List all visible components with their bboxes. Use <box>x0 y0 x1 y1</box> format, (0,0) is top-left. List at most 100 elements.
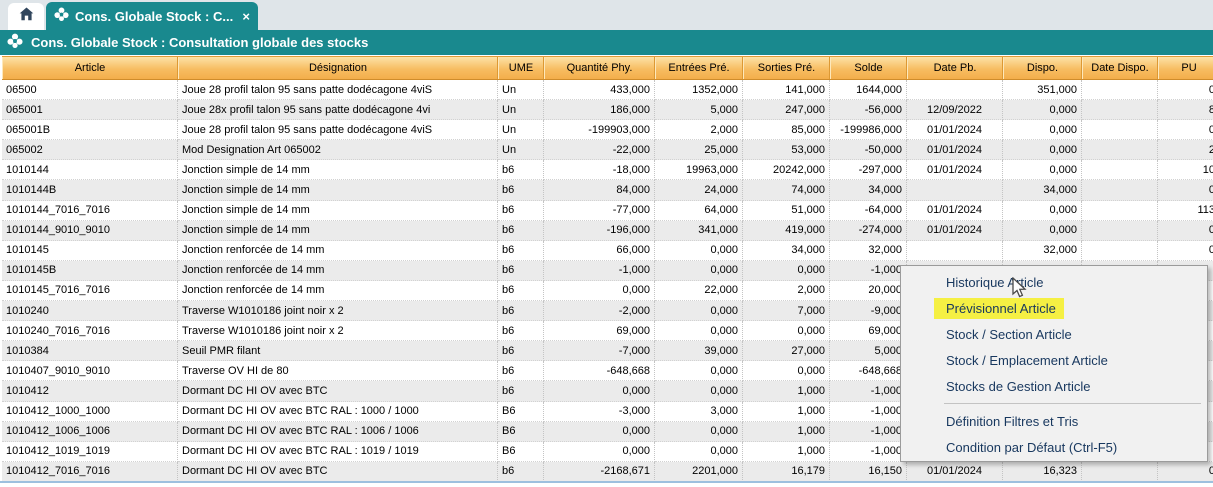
table-cell: 1010145B <box>2 261 178 281</box>
table-row[interactable]: 1010144BJonction simple de 14 mmb684,000… <box>2 180 1213 200</box>
table-cell: 1,000 <box>743 422 830 442</box>
menu-item[interactable]: Condition par Défaut (Ctrl-F5) <box>901 434 1207 460</box>
table-cell: B6 <box>498 442 544 462</box>
table-cell: 0 <box>1158 120 1213 140</box>
table-cell: 69,000 <box>544 321 655 341</box>
table-cell: 85,000 <box>743 120 830 140</box>
table-cell: Jonction renforcée de 14 mm <box>178 281 498 301</box>
table-cell: 247,000 <box>743 100 830 120</box>
table-cell: Jonction simple de 14 mm <box>178 201 498 221</box>
table-row[interactable]: 1010145Jonction renforcée de 14 mmb666,0… <box>2 241 1213 261</box>
table-cell: Jonction simple de 14 mm <box>178 221 498 241</box>
menu-item-label: Historique Article <box>946 275 1044 290</box>
stock-flower-icon <box>54 7 69 25</box>
table-row[interactable]: 1010412_7016_7016Dormant DC HI OV avec B… <box>2 462 1213 482</box>
table-cell: 1010144_7016_7016 <box>2 201 178 221</box>
table-cell: 5,000 <box>655 100 743 120</box>
table-cell: 0,000 <box>655 381 743 401</box>
table-cell: 0,000 <box>544 281 655 301</box>
menu-item-label: Condition par Défaut (Ctrl-F5) <box>946 440 1117 455</box>
table-cell: 0,000 <box>655 361 743 381</box>
table-cell: -64,000 <box>830 201 907 221</box>
table-cell: 32,000 <box>1003 241 1082 261</box>
table-row[interactable]: 06500Joue 28 profil talon 95 sans patte … <box>2 80 1213 100</box>
table-cell: 69,000 <box>830 321 907 341</box>
tab-close-icon[interactable]: × <box>242 9 250 24</box>
table-cell: 01/01/2024 <box>907 120 1003 140</box>
menu-item[interactable]: Stock / Section Article <box>901 321 1207 347</box>
column-header[interactable]: Date Dispo. <box>1082 57 1158 79</box>
table-cell: Traverse OV HI de 80 <box>178 361 498 381</box>
column-header[interactable]: Solde <box>830 57 907 79</box>
table-cell: -9,000 <box>830 301 907 321</box>
table-cell: Dormant DC HI OV avec BTC RAL : 1006 / 1… <box>178 422 498 442</box>
column-header[interactable]: Désignation <box>178 57 498 79</box>
table-cell: 7,000 <box>743 301 830 321</box>
table-cell: 34,000 <box>1003 180 1082 200</box>
table-cell: 1010240 <box>2 301 178 321</box>
column-header[interactable]: PU <box>1158 57 1213 79</box>
table-row[interactable]: 1010144Jonction simple de 14 mmb6-18,000… <box>2 160 1213 180</box>
tab-bar: Cons. Globale Stock : C... × <box>0 0 1213 30</box>
table-row[interactable]: 065001BJoue 28 profil talon 95 sans patt… <box>2 120 1213 140</box>
menu-item[interactable]: Stock / Emplacement Article <box>901 347 1207 373</box>
table-cell: Joue 28x profil talon 95 sans patte dodé… <box>178 100 498 120</box>
table-cell: 16,179 <box>743 462 830 482</box>
table-row[interactable]: 065001Joue 28x profil talon 95 sans patt… <box>2 100 1213 120</box>
table-cell: Dormant DC HI OV avec BTC RAL : 1019 / 1… <box>178 442 498 462</box>
table-cell: b6 <box>498 281 544 301</box>
table-cell: Traverse W1010186 joint noir x 2 <box>178 321 498 341</box>
menu-item[interactable]: Stocks de Gestion Article <box>901 373 1207 399</box>
table-cell: B6 <box>498 422 544 442</box>
table-cell: -274,000 <box>830 221 907 241</box>
table-cell: Un <box>498 120 544 140</box>
table-cell: 1010145_7016_7016 <box>2 281 178 301</box>
menu-item[interactable]: Définition Filtres et Tris <box>901 408 1207 434</box>
menu-item[interactable]: Prévisionnel Article <box>901 295 1207 321</box>
table-cell: Joue 28 profil talon 95 sans patte dodéc… <box>178 80 498 100</box>
column-header[interactable]: Date Pb. <box>907 57 1003 79</box>
table-cell: 1010412 <box>2 381 178 401</box>
table-row[interactable]: 065002Mod Designation Art 065002Un-22,00… <box>2 140 1213 160</box>
column-header[interactable]: Sorties Pré. <box>743 57 830 79</box>
table-cell: 1010144_9010_9010 <box>2 221 178 241</box>
table-cell: 16,150 <box>830 462 907 482</box>
table-cell: 1644,000 <box>830 80 907 100</box>
table-row[interactable]: 1010144_9010_9010Jonction simple de 14 m… <box>2 221 1213 241</box>
tab-cons-globale-stock[interactable]: Cons. Globale Stock : C... × <box>46 2 258 30</box>
column-header[interactable]: Quantité Phy. <box>544 57 655 79</box>
table-cell: Jonction renforcée de 14 mm <box>178 261 498 281</box>
table-cell: 0,000 <box>655 261 743 281</box>
menu-item[interactable]: Historique Article <box>901 269 1207 295</box>
column-header[interactable]: Article <box>2 57 178 79</box>
table-cell: 1,000 <box>743 381 830 401</box>
table-cell: Dormant DC HI OV avec BTC RAL : 1000 / 1… <box>178 402 498 422</box>
table-cell: b6 <box>498 381 544 401</box>
table-cell: b6 <box>498 241 544 261</box>
table-cell <box>1082 462 1158 482</box>
table-row[interactable]: 1010144_7016_7016Jonction simple de 14 m… <box>2 201 1213 221</box>
tab-home[interactable] <box>8 3 44 30</box>
table-cell: 0,000 <box>544 442 655 462</box>
table-cell: 66,000 <box>544 241 655 261</box>
stock-flower-icon <box>7 33 23 52</box>
table-cell: -1,000 <box>830 422 907 442</box>
column-header[interactable]: Entrées Pré. <box>655 57 743 79</box>
table-cell: -22,000 <box>544 140 655 160</box>
table-cell: B6 <box>498 402 544 422</box>
table-cell: -1,000 <box>830 402 907 422</box>
context-menu: Historique ArticlePrévisionnel ArticleSt… <box>900 265 1208 462</box>
table-cell: 84,000 <box>544 180 655 200</box>
table-cell <box>1082 221 1158 241</box>
table-cell: 1,000 <box>743 402 830 422</box>
table-cell: b6 <box>498 361 544 381</box>
table-cell: Seuil PMR filant <box>178 341 498 361</box>
column-header[interactable]: UME <box>498 57 544 79</box>
table-cell: b6 <box>498 301 544 321</box>
table-cell: 0,000 <box>743 321 830 341</box>
table-cell: 2 <box>1158 140 1213 160</box>
column-header[interactable]: Dispo. <box>1003 57 1082 79</box>
table-cell: 186,000 <box>544 100 655 120</box>
table-cell: 1,000 <box>743 442 830 462</box>
table-cell: Mod Designation Art 065002 <box>178 140 498 160</box>
